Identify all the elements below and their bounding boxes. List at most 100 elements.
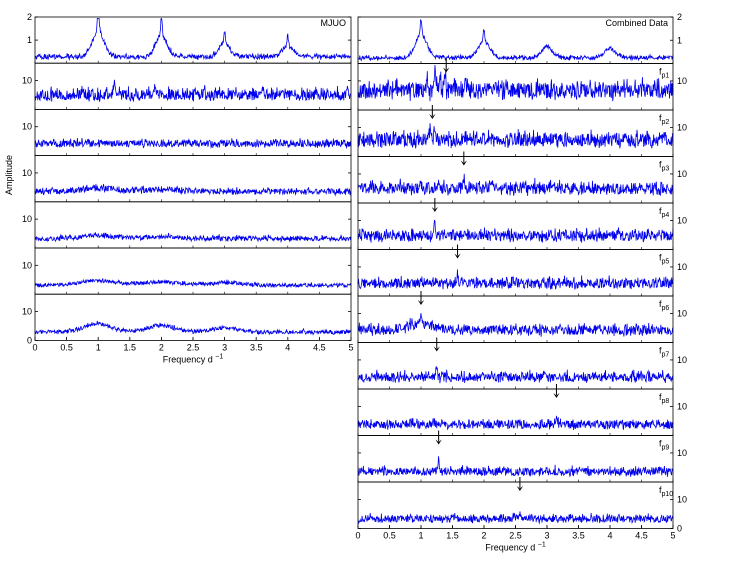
y-tick-label: 10: [677, 448, 687, 458]
panel-frame: [34, 293, 352, 341]
panel-label: fp10: [659, 485, 673, 498]
y-tick-label: 10: [22, 76, 32, 86]
panel-frame: [34, 201, 352, 249]
x-axis-label-sup: −1: [538, 542, 546, 549]
panel-5: 10 fp4: [357, 198, 687, 250]
x-tick-label: 0.5: [60, 342, 73, 352]
panel-frame: [357, 202, 674, 250]
mjuo-chart: 1 2 MJUO 10 10 10 10 10 0 10 0 0.5 1 1.5 2 2.5 3 3.5 4 4.5 5…: [22, 12, 354, 364]
series-line: [357, 456, 674, 478]
y-tick-label: 10: [677, 76, 687, 86]
y-tick-label: 10: [677, 494, 687, 504]
panel-label-sub: p5: [662, 259, 670, 266]
panel-label-sub: p7: [662, 352, 670, 359]
panel-frame: [357, 156, 674, 204]
y-tick-label: 1: [677, 35, 682, 45]
panel-frame: [34, 62, 352, 110]
panel-frame: [34, 155, 352, 203]
y-tick-label: 10: [677, 401, 687, 411]
frequency-arrow: [454, 244, 461, 259]
x-tick-label: 4: [607, 531, 612, 541]
panel-3: 10: [22, 109, 352, 157]
frequency-arrow: [435, 430, 442, 445]
x-tick-label: 3.5: [250, 342, 263, 352]
series-line: [34, 232, 352, 243]
y-tick-label: 0: [677, 524, 682, 534]
panel-frame: [34, 247, 352, 295]
x-tick-label: 3: [544, 531, 549, 541]
y-tick-label: 10: [677, 169, 687, 179]
x-tick-label: 4: [285, 342, 290, 352]
panel-label: fp7: [659, 346, 669, 359]
y-tick-label: 10: [677, 308, 687, 318]
frequency-arrow: [431, 198, 439, 212]
panel-label-sub: p1: [662, 73, 670, 80]
y-tick-label: 10: [22, 307, 32, 317]
x-tick-label: 5: [670, 531, 675, 541]
y-tick-label: 1: [27, 35, 32, 45]
panel-label: fp2: [659, 113, 669, 126]
y-tick-label: 0: [27, 335, 32, 345]
series-line: [34, 79, 352, 102]
panel-9: 10 fp8: [357, 384, 687, 436]
panel-frame: [357, 388, 674, 436]
panel-label: fp4: [659, 206, 669, 219]
chart-title: MJUO: [321, 18, 347, 28]
x-tick-label: 4.5: [635, 531, 648, 541]
series-line: [34, 137, 352, 150]
panel-frame: [357, 295, 674, 343]
x-tick-label: 4.5: [313, 342, 326, 352]
x-tick-label: 5: [348, 342, 353, 352]
x-tick-label: 2.5: [509, 531, 522, 541]
series-line: [357, 19, 674, 62]
series-line: [34, 183, 352, 197]
x-axis-label: Frequency d −1: [485, 542, 546, 553]
panel-label-sub: p3: [662, 166, 670, 173]
panel-label: fp3: [659, 160, 669, 173]
x-tick-label: 0: [32, 342, 37, 352]
panel-frame: [34, 109, 352, 157]
y-tick-label: 10: [677, 262, 687, 272]
x-tick-label: 2.5: [187, 342, 200, 352]
panel-5: 10: [22, 201, 352, 249]
panel-frame: [357, 249, 674, 297]
series-line: [357, 65, 674, 102]
panel-label: fp1: [659, 67, 669, 80]
panel-label-sub: p2: [662, 119, 670, 126]
y-axis-label: Amplitude: [4, 155, 14, 195]
panel-4: 10: [22, 155, 352, 203]
x-tick-label: 1.5: [124, 342, 137, 352]
panel-label: fp9: [659, 439, 669, 452]
frequency-arrow: [460, 151, 468, 166]
y-tick-label: 10: [22, 122, 32, 132]
y-tick-label: 2: [27, 12, 32, 22]
frequency-arrow: [443, 58, 450, 73]
x-tick-label: 1.5: [446, 531, 459, 541]
y-tick-label: 10: [22, 168, 32, 178]
x-axis-label: Frequency d −1: [163, 353, 224, 364]
chart-title: Combined Data: [605, 18, 668, 28]
panel-8: 10 fp7: [357, 337, 687, 390]
x-tick-label: 0: [355, 531, 360, 541]
x-tick-label: 1: [96, 342, 101, 352]
frequency-arrow: [516, 477, 524, 491]
panel-2: 10 fp1: [357, 58, 687, 111]
panel-6: 10 fp5: [357, 244, 687, 297]
x-tick-label: 0.5: [383, 531, 396, 541]
panel-label-sub: p10: [662, 491, 674, 498]
panel-label-sub: p4: [662, 212, 670, 219]
x-tick-label: 3.5: [572, 531, 585, 541]
series-line: [357, 173, 674, 196]
panel-7: 0 10: [22, 293, 352, 345]
x-tick-label: 2: [159, 342, 164, 352]
panel-label-sub: p8: [662, 398, 670, 405]
panel-1: 1 2 Combined Data: [357, 12, 682, 64]
series-line: [357, 269, 674, 290]
panel-1: 1 2 MJUO: [27, 12, 352, 64]
frequency-arrow: [429, 105, 436, 119]
panel-7: 10 fp6: [357, 291, 687, 343]
panel-2: 10: [22, 62, 352, 110]
frequency-arrow: [417, 291, 425, 305]
panel-frame: [357, 109, 674, 157]
